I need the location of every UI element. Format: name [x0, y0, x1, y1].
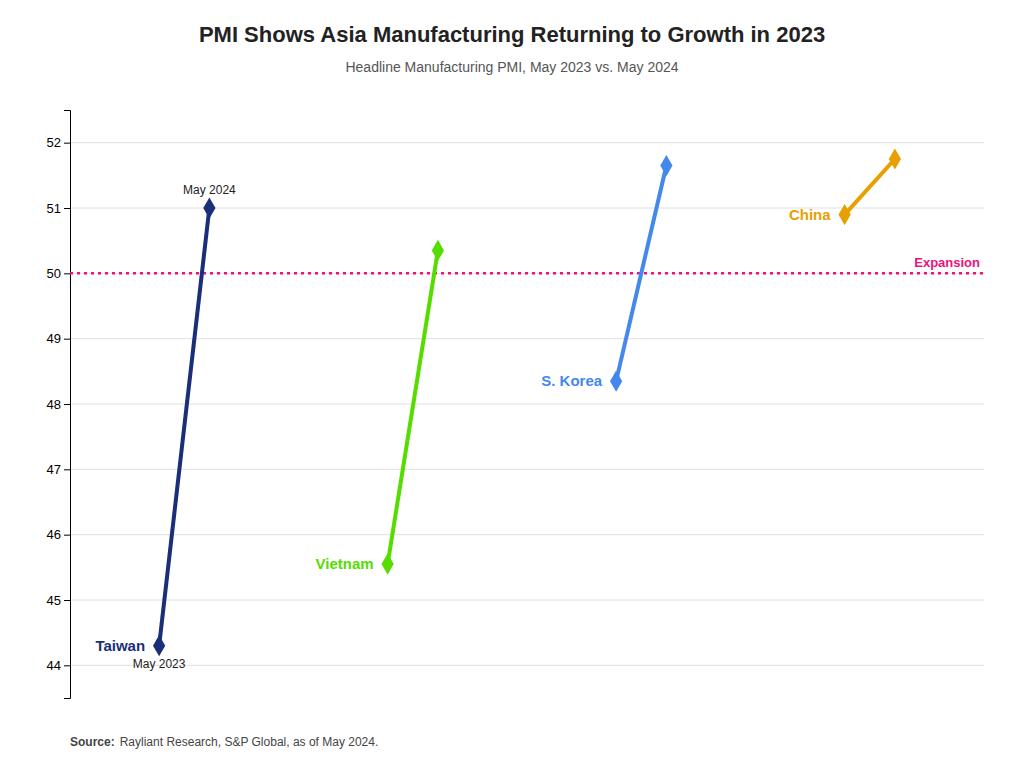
category-label: China — [789, 206, 831, 223]
subtitle: Headline Manufacturing PMI, May 2023 vs.… — [345, 59, 678, 75]
y-axis: 44 45 46 47 48 49 50 51 52 — [47, 111, 71, 699]
grid-line — [70, 404, 984, 405]
marker — [381, 553, 393, 574]
grid-line — [70, 338, 984, 339]
category-label: Vietnam — [316, 555, 374, 572]
grid — [70, 143, 984, 666]
source-text: Rayliant Research, S&P Global, as of May… — [120, 735, 379, 749]
marker — [660, 155, 672, 176]
y-tick-mark — [64, 535, 70, 536]
series-annotation: May 2024 — [183, 183, 236, 197]
marker — [889, 148, 901, 169]
marker — [432, 240, 444, 261]
reference-line — [70, 272, 984, 275]
y-tick-mark — [64, 339, 70, 340]
y-axis-line — [64, 111, 71, 699]
y-tick: 49 — [47, 331, 70, 346]
y-tick-label: 45 — [47, 593, 61, 608]
y-tick-label: 47 — [47, 462, 61, 477]
grid-line — [70, 534, 984, 535]
y-tick-mark — [64, 208, 70, 209]
y-tick-label: 46 — [47, 527, 61, 542]
y-tick: 46 — [47, 527, 70, 542]
grid-line — [70, 469, 984, 470]
dumbbell-line — [616, 166, 666, 382]
category-label: S. Korea — [541, 372, 603, 389]
y-tick: 47 — [47, 462, 70, 477]
source: Source: Rayliant Research, S&P Global, as… — [70, 735, 378, 749]
y-tick: 50 — [47, 266, 70, 281]
marker — [610, 371, 622, 392]
y-tick: 48 — [47, 397, 70, 412]
chart: PMI Shows Asia Manufacturing Returning t… — [0, 0, 1024, 768]
grid-line — [70, 142, 984, 143]
series-annotation: May 2023 — [133, 657, 186, 671]
y-tick-mark — [64, 665, 70, 666]
marker — [153, 635, 165, 656]
y-tick-label: 48 — [47, 397, 61, 412]
dumbbell — [153, 197, 216, 656]
y-tick: 44 — [47, 658, 70, 673]
grid-line — [70, 273, 984, 274]
y-tick-label: 51 — [47, 201, 61, 216]
marker — [838, 204, 850, 225]
category-label: Taiwan — [95, 637, 145, 654]
dumbbell — [838, 148, 901, 225]
dumbbell-line — [159, 208, 209, 646]
source-label: Source: — [70, 735, 115, 749]
reference-label: Expansion — [914, 255, 980, 270]
y-tick: 51 — [47, 201, 70, 216]
grid-line — [70, 600, 984, 601]
y-tick-mark — [64, 404, 70, 405]
y-tick-mark — [64, 143, 70, 144]
y-tick-mark — [64, 273, 70, 274]
annotations: Taiwan Vietnam S. Korea China May 2023 May 20… — [95, 183, 980, 671]
y-tick-mark — [64, 600, 70, 601]
dumbbell-line — [388, 250, 438, 564]
y-tick-mark — [64, 469, 70, 470]
dumbbell — [381, 240, 444, 575]
grid-line — [70, 665, 984, 666]
dumbbell-line — [845, 159, 895, 215]
dumbbell — [610, 155, 673, 392]
y-tick: 45 — [47, 593, 70, 608]
title: PMI Shows Asia Manufacturing Returning t… — [199, 22, 825, 47]
y-tick-label: 52 — [47, 135, 61, 150]
y-tick-label: 49 — [47, 331, 61, 346]
plot-area — [70, 148, 984, 656]
y-tick-label: 44 — [47, 658, 61, 673]
marker — [203, 197, 215, 218]
y-tick-label: 50 — [47, 266, 61, 281]
y-tick: 52 — [47, 135, 70, 150]
